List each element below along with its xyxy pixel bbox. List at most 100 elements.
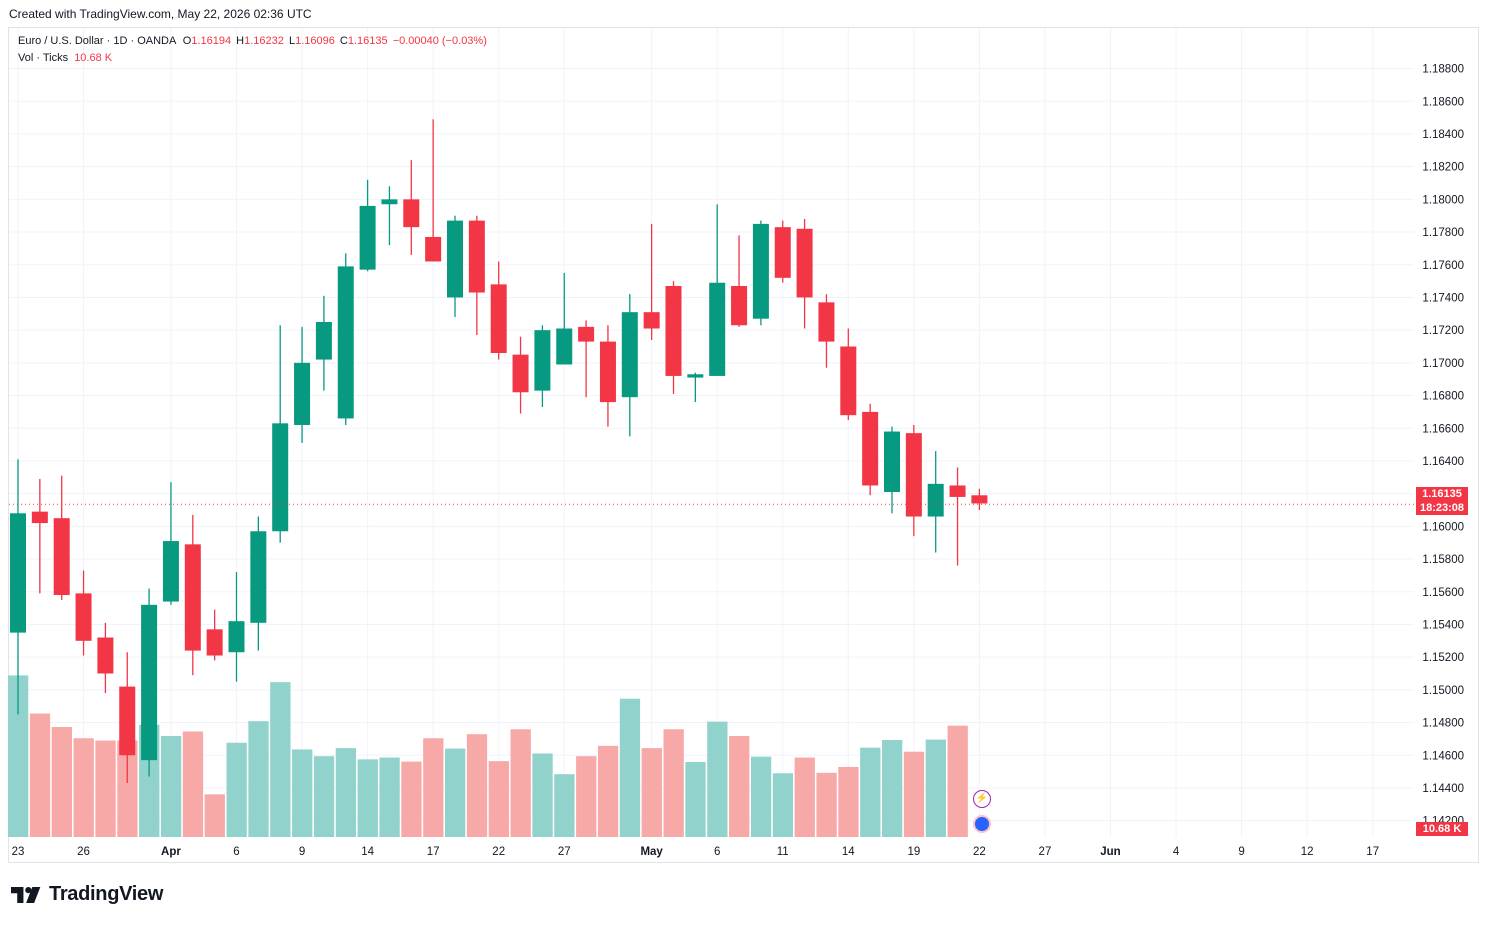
volume-bar <box>335 748 357 837</box>
volume-bar <box>117 740 138 837</box>
volume-bar <box>423 738 444 837</box>
volume-bar <box>641 748 662 837</box>
price-tick-label: 1.18200 <box>1422 162 1464 174</box>
candle-body <box>687 374 704 378</box>
candle-body <box>949 485 966 497</box>
time-tick-label: 17 <box>1366 846 1379 858</box>
volume-bar <box>466 734 488 837</box>
volume-bar <box>903 751 925 837</box>
tradingview-logo-icon <box>11 886 41 903</box>
volume-bar <box>357 759 378 837</box>
brand-logo[interactable]: TradingView <box>11 883 163 906</box>
price-tick-label: 1.17200 <box>1422 325 1464 337</box>
price-tick-label: 1.15000 <box>1422 685 1464 697</box>
volume-legend[interactable]: Vol · Ticks 10.68 K <box>18 52 112 64</box>
volume-bar <box>51 727 72 837</box>
high-label: H <box>236 35 245 47</box>
low-label: L <box>288 35 296 47</box>
time-tick-label: 11 <box>777 846 789 858</box>
price-tick-label: 1.14600 <box>1422 750 1464 762</box>
candle-body <box>971 495 988 504</box>
lightning-event-icon[interactable]: ⚡ <box>973 790 991 808</box>
candle-body <box>468 220 485 293</box>
symbol-legend[interactable]: Euro / U.S. Dollar · 1D · OANDA O1.16194… <box>18 35 487 47</box>
time-tick-label: 17 <box>427 846 440 858</box>
candle-body <box>315 321 332 360</box>
volume-bar <box>379 757 400 837</box>
price-tick-label: 1.17000 <box>1422 358 1464 370</box>
volume-bar <box>685 762 706 837</box>
price-tick-label: 1.18000 <box>1422 194 1464 206</box>
volume-bar <box>160 736 182 837</box>
bar-countdown: 18:23:08 <box>1419 502 1465 514</box>
candle-body <box>141 604 158 761</box>
time-tick-label: 26 <box>77 846 90 858</box>
price-tick-label: 1.15600 <box>1422 587 1464 599</box>
volume-bar <box>729 736 750 837</box>
candle-body <box>862 411 879 486</box>
candle-body <box>884 431 900 493</box>
volume-bar <box>95 740 116 837</box>
candle-body <box>752 223 769 319</box>
close-value: 1.16135 <box>347 35 388 47</box>
volume-bar <box>204 794 225 837</box>
change-value: −0.00040 (−0.03%) <box>392 35 487 47</box>
candle-body <box>206 629 223 656</box>
volume-bar <box>663 729 684 837</box>
candle-body <box>272 423 289 532</box>
volume-value: 10.68 K <box>74 52 113 64</box>
candle-body <box>359 205 376 270</box>
candle-body <box>184 544 201 651</box>
price-tick-label: 1.14400 <box>1422 783 1464 795</box>
candle-body <box>796 228 813 298</box>
price-tick-label: 1.17400 <box>1422 292 1464 304</box>
candle-body <box>599 341 616 403</box>
time-tick-label: 9 <box>1238 846 1244 858</box>
time-tick-label: 22 <box>973 846 986 858</box>
volume-bar <box>576 756 597 837</box>
time-tick-label: 27 <box>1039 846 1052 858</box>
volume-bar <box>882 740 903 837</box>
candle-body <box>665 286 682 376</box>
volume-bar <box>947 725 968 837</box>
volume-bar <box>182 731 204 837</box>
volume-bar <box>707 721 728 837</box>
volume-bar <box>816 772 837 837</box>
price-axis: 1.142001.144001.146001.148001.150001.152… <box>1422 64 1464 828</box>
volume-badge: 10.68 K <box>1416 822 1468 836</box>
time-tick-label: 14 <box>361 846 374 858</box>
volume-bar <box>270 682 291 837</box>
credit-text: Created with TradingView.com, May 22, 20… <box>9 7 312 21</box>
volume-bar <box>73 738 94 837</box>
globe-event-icon[interactable] <box>973 815 991 833</box>
brand-name: TradingView <box>49 883 164 905</box>
candle-body <box>905 433 922 517</box>
candle-body <box>578 326 595 342</box>
volume-bar <box>794 757 815 837</box>
candle-body <box>31 511 48 524</box>
candle-body <box>403 199 420 228</box>
price-tick-label: 1.16400 <box>1422 456 1464 468</box>
volume-bar <box>29 713 51 837</box>
candle-body <box>731 286 748 326</box>
volume-bar <box>619 698 641 837</box>
candle-body <box>97 637 114 674</box>
volume-bar <box>445 748 466 837</box>
volume-bars <box>8 675 968 837</box>
time-tick-label: 14 <box>842 846 855 858</box>
price-tick-label: 1.17800 <box>1422 227 1464 239</box>
candle-body <box>294 362 311 425</box>
candle-body <box>643 312 660 329</box>
candle-body <box>512 354 529 393</box>
candle-body <box>10 513 26 633</box>
candle-body <box>447 220 463 298</box>
candle-body <box>534 330 551 391</box>
volume-label: Vol · Ticks <box>18 52 69 64</box>
volume-bar <box>313 756 335 837</box>
candle-body <box>337 266 354 419</box>
time-tick-label: 22 <box>492 846 505 858</box>
high-value: 1.16232 <box>244 35 284 47</box>
volume-bar <box>860 747 881 837</box>
price-tick-label: 1.15800 <box>1422 554 1464 566</box>
